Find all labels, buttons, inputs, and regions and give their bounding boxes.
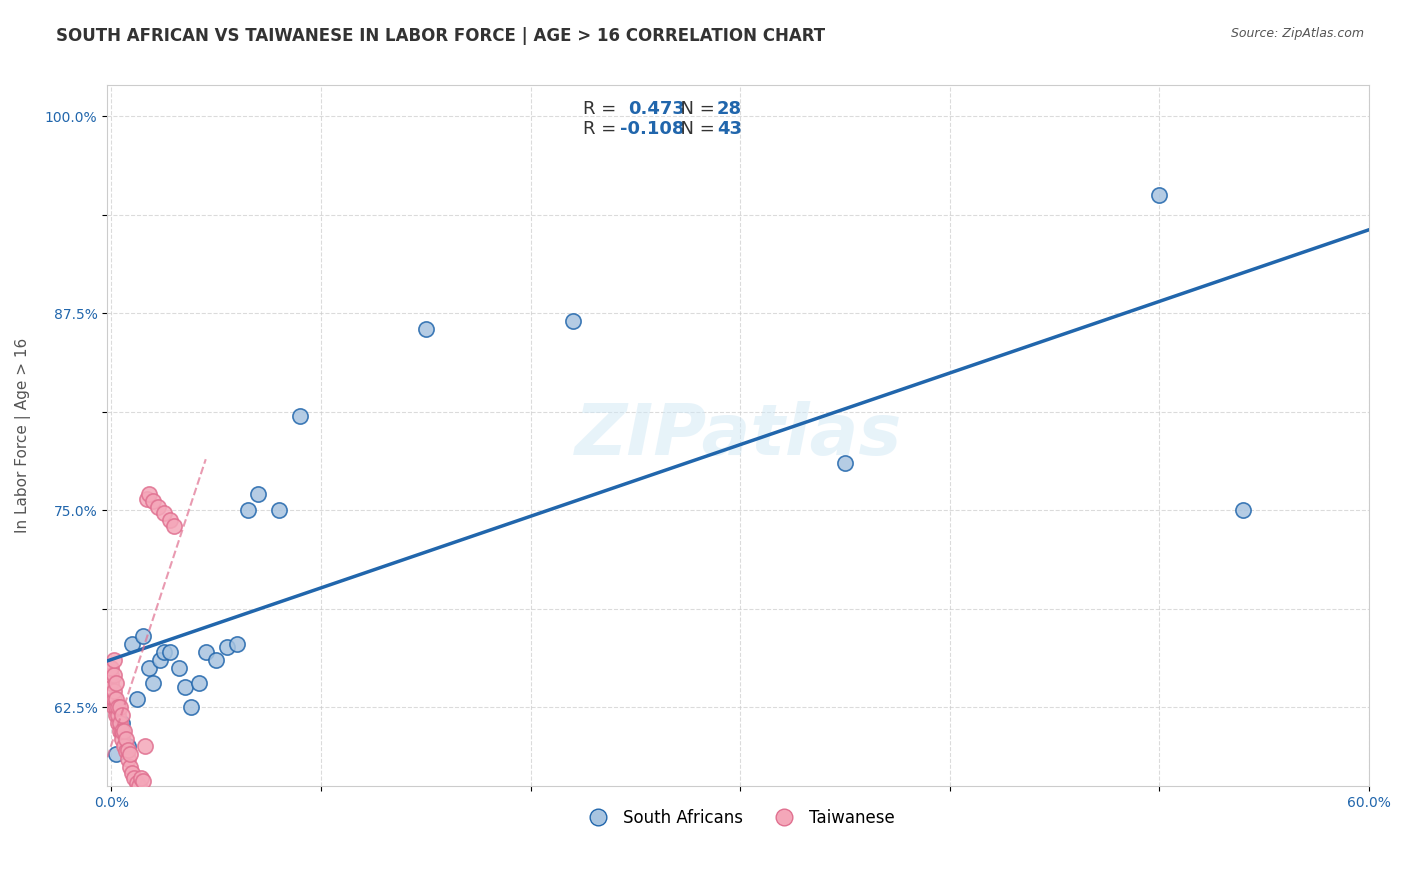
- Point: [108, 715, 131, 730]
- Point: [111, 731, 134, 746]
- Point: [104, 692, 127, 706]
- Text: R =: R =: [583, 100, 628, 118]
- Point: [834, 456, 856, 470]
- Point: [173, 680, 195, 694]
- Point: [163, 518, 186, 533]
- Point: [561, 314, 583, 328]
- Point: [194, 645, 217, 659]
- Point: [180, 700, 202, 714]
- Point: [128, 779, 150, 793]
- Point: [103, 700, 125, 714]
- Point: [142, 676, 165, 690]
- Point: [129, 771, 152, 785]
- Point: [121, 637, 143, 651]
- Point: [108, 723, 131, 738]
- Point: [236, 503, 259, 517]
- Text: 28: 28: [717, 100, 742, 118]
- Legend: South Africans, Taiwanese: South Africans, Taiwanese: [575, 802, 901, 833]
- Point: [111, 707, 134, 722]
- Point: [205, 653, 228, 667]
- Point: [103, 668, 125, 682]
- Point: [134, 739, 156, 754]
- Point: [121, 766, 143, 780]
- Point: [103, 692, 125, 706]
- Text: SOUTH AFRICAN VS TAIWANESE IN LABOR FORCE | AGE > 16 CORRELATION CHART: SOUTH AFRICAN VS TAIWANESE IN LABOR FORC…: [56, 27, 825, 45]
- Point: [125, 692, 148, 706]
- Text: 0.473: 0.473: [628, 100, 685, 118]
- Point: [247, 487, 270, 501]
- Point: [132, 774, 155, 789]
- Point: [115, 731, 138, 746]
- Point: [117, 752, 139, 766]
- Point: [107, 707, 129, 722]
- Point: [1232, 503, 1254, 517]
- Point: [159, 645, 181, 659]
- Point: [146, 500, 169, 514]
- Point: [215, 640, 238, 654]
- Point: [125, 775, 148, 789]
- Text: ZIPatlas: ZIPatlas: [575, 401, 901, 470]
- Point: [269, 503, 291, 517]
- Point: [103, 653, 125, 667]
- Text: N =: N =: [669, 120, 721, 138]
- Point: [149, 653, 172, 667]
- Point: [104, 747, 127, 762]
- Point: [100, 668, 122, 682]
- Point: [167, 660, 190, 674]
- Point: [117, 742, 139, 756]
- Point: [111, 723, 134, 738]
- Point: [107, 715, 129, 730]
- Point: [104, 707, 127, 722]
- Text: -0.108: -0.108: [620, 120, 685, 138]
- Point: [103, 684, 125, 698]
- Point: [111, 715, 134, 730]
- Text: 43: 43: [717, 120, 742, 138]
- Text: Source: ZipAtlas.com: Source: ZipAtlas.com: [1230, 27, 1364, 40]
- Point: [153, 645, 176, 659]
- Point: [100, 660, 122, 674]
- Point: [1149, 188, 1171, 202]
- Point: [142, 493, 165, 508]
- Point: [108, 700, 131, 714]
- Point: [138, 660, 160, 674]
- Point: [124, 771, 146, 785]
- Point: [104, 700, 127, 714]
- Point: [120, 760, 142, 774]
- Point: [112, 739, 135, 754]
- Point: [104, 676, 127, 690]
- Point: [153, 506, 176, 520]
- Point: [112, 723, 135, 738]
- Point: [138, 487, 160, 501]
- Y-axis label: In Labor Force | Age > 16: In Labor Force | Age > 16: [15, 337, 31, 533]
- Text: N =: N =: [669, 100, 721, 118]
- Point: [117, 739, 139, 754]
- Point: [100, 676, 122, 690]
- Text: R =: R =: [583, 120, 623, 138]
- Point: [136, 491, 159, 506]
- Point: [115, 744, 138, 758]
- Point: [159, 512, 181, 526]
- Point: [415, 322, 437, 336]
- Point: [120, 747, 142, 762]
- Point: [132, 629, 155, 643]
- Point: [288, 409, 311, 423]
- Point: [107, 700, 129, 714]
- Point: [226, 637, 249, 651]
- Point: [188, 676, 211, 690]
